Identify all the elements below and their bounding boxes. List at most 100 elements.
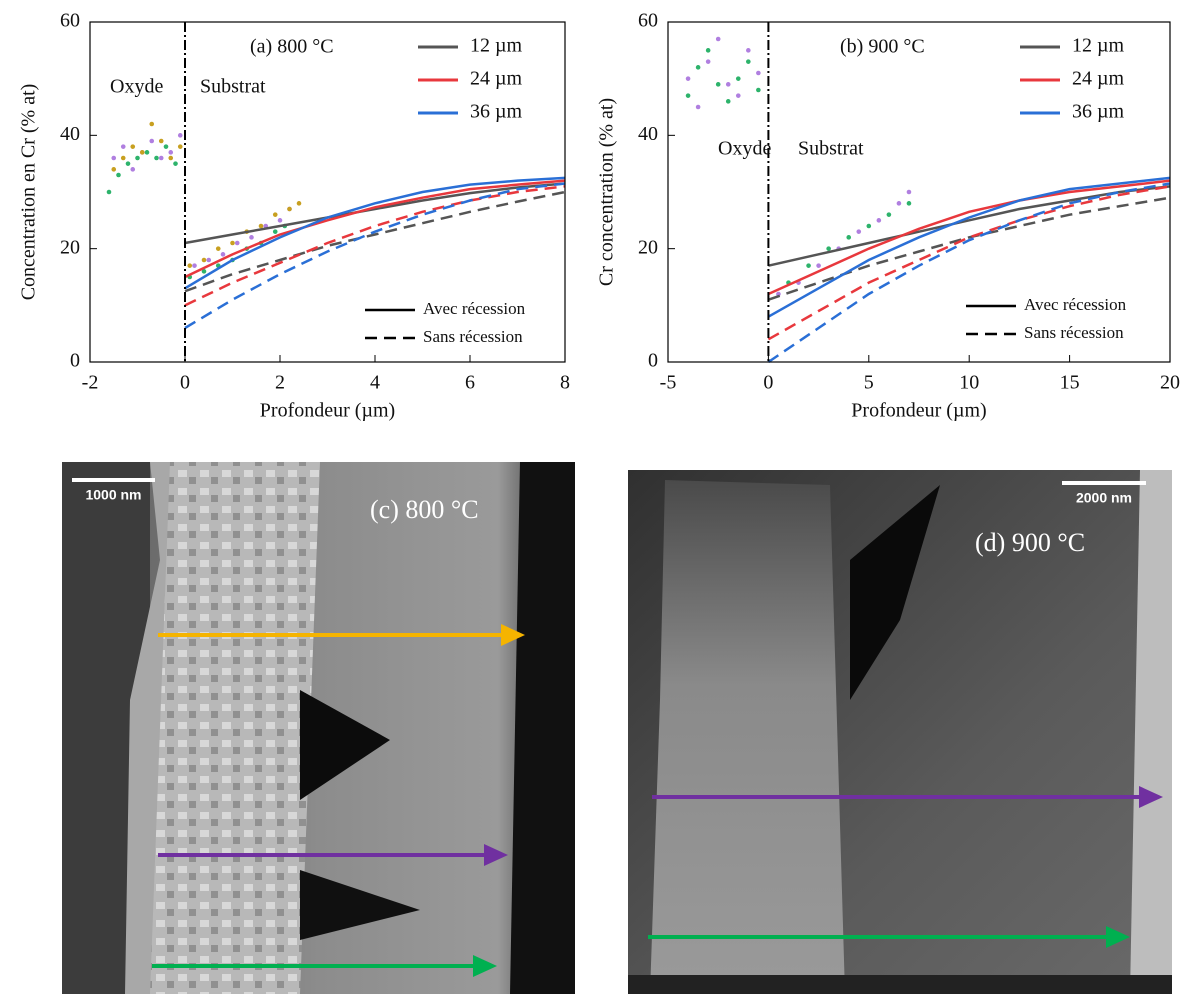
y-tick-label: 60 <box>60 10 80 32</box>
style-legend-label: Avec récession <box>1024 295 1127 314</box>
y-tick-label: 20 <box>638 236 658 258</box>
y-tick-label: 40 <box>60 123 80 145</box>
scatter-point <box>168 150 174 155</box>
scatter-point <box>234 240 240 246</box>
scatter-point <box>111 167 117 172</box>
scatter-point <box>896 201 902 206</box>
x-tick-label: 0 <box>763 372 773 394</box>
y-tick-label: 60 <box>638 10 658 32</box>
micrograph-d <box>628 470 1172 994</box>
scatter-point <box>130 144 136 149</box>
solid-line <box>767 179 1171 296</box>
scatter-point <box>201 257 207 263</box>
scatter-point <box>746 59 751 64</box>
scatter-point <box>120 155 126 161</box>
scatter-point <box>287 206 292 212</box>
scatter-point <box>173 161 178 166</box>
scatter-point <box>111 155 117 161</box>
scatter-point <box>705 59 711 64</box>
arrow-head <box>1106 926 1130 948</box>
scatter-point <box>230 240 235 246</box>
scatter-point <box>120 144 126 149</box>
style-legend-label: Sans récession <box>1024 323 1124 342</box>
arrow-head <box>473 955 497 977</box>
dashed-line <box>767 182 1171 364</box>
scatter-point <box>296 201 302 206</box>
solid-line <box>184 179 566 279</box>
x-tick-label: 6 <box>465 372 475 394</box>
scatter-point <box>206 257 212 263</box>
y-axis-label: Concentration en Cr (% at) <box>18 84 40 301</box>
scatter-point <box>746 48 751 53</box>
y-tick-label: 0 <box>648 350 658 372</box>
scatter-point <box>826 246 831 251</box>
image-label: (d) 900 °C <box>975 528 1085 557</box>
scatter-point <box>725 82 731 87</box>
scatter-point <box>272 229 278 234</box>
arrow-head <box>484 844 508 866</box>
legend-label: 12 µm <box>1072 35 1125 57</box>
scatter-point <box>876 218 882 223</box>
scatter-point <box>215 246 221 251</box>
x-axis-label: Profondeur (µm) <box>260 400 395 422</box>
scatter-point <box>149 121 155 127</box>
legend-label: 24 µm <box>470 68 523 90</box>
legend-label: 12 µm <box>470 35 523 57</box>
scatter-point <box>846 235 852 240</box>
y-tick-label: 0 <box>70 350 80 372</box>
x-axis-label: Profondeur (µm) <box>851 400 986 422</box>
annotation: (b) 900 °C <box>840 36 925 58</box>
scatter-point <box>886 212 892 217</box>
micrograph-c <box>62 462 575 994</box>
scatter-point <box>177 144 183 149</box>
scatter-point <box>220 252 226 257</box>
scatter-point <box>163 144 169 149</box>
scatter-point <box>139 150 145 155</box>
scatter-point <box>756 70 761 76</box>
x-tick-label: 20 <box>1160 372 1180 394</box>
scatter-point <box>168 155 174 161</box>
plot-frame <box>89 21 566 363</box>
scatter-point <box>735 76 741 81</box>
plot-frame <box>667 21 1171 363</box>
scatter-point <box>135 155 140 161</box>
arrow-head <box>1139 786 1163 808</box>
legend-label: 24 µm <box>1072 68 1125 90</box>
scatter-point <box>816 263 821 268</box>
x-tick-label: 5 <box>864 372 874 394</box>
scatter-point <box>249 235 254 240</box>
scatter-point <box>106 189 112 195</box>
x-tick-label: -5 <box>660 372 677 394</box>
scatter-point <box>144 150 150 155</box>
scatter-point <box>158 138 164 144</box>
scatter-point <box>806 263 811 268</box>
dashed-line <box>184 190 566 293</box>
scatter-point <box>776 291 781 297</box>
scatter-point <box>258 223 264 229</box>
scatter-point <box>277 218 283 223</box>
scatter-point <box>125 161 131 166</box>
scatter-point <box>715 82 721 87</box>
oxide-label: Oxyde <box>110 76 163 98</box>
scatter-point <box>735 93 741 98</box>
dashed-line <box>767 196 1171 301</box>
scale-bar-label: 2000 nm <box>1076 490 1132 506</box>
scatter-point <box>906 201 912 206</box>
scatter-point <box>856 229 862 234</box>
scatter-point <box>201 269 207 274</box>
x-tick-label: -2 <box>82 372 99 394</box>
scatter-point <box>725 99 731 104</box>
substrate-label: Substrat <box>200 76 266 98</box>
x-tick-label: 4 <box>370 372 380 394</box>
annotation: (a) 800 °C <box>250 36 334 58</box>
scatter-point <box>158 155 164 161</box>
scatter-point <box>177 133 183 138</box>
substrate-label: Substrat <box>798 138 864 160</box>
image-label: (c) 800 °C <box>370 495 479 524</box>
scatter-point <box>685 76 691 81</box>
scatter-point <box>715 36 721 42</box>
x-tick-label: 8 <box>560 372 570 394</box>
y-tick-label: 40 <box>638 123 658 145</box>
